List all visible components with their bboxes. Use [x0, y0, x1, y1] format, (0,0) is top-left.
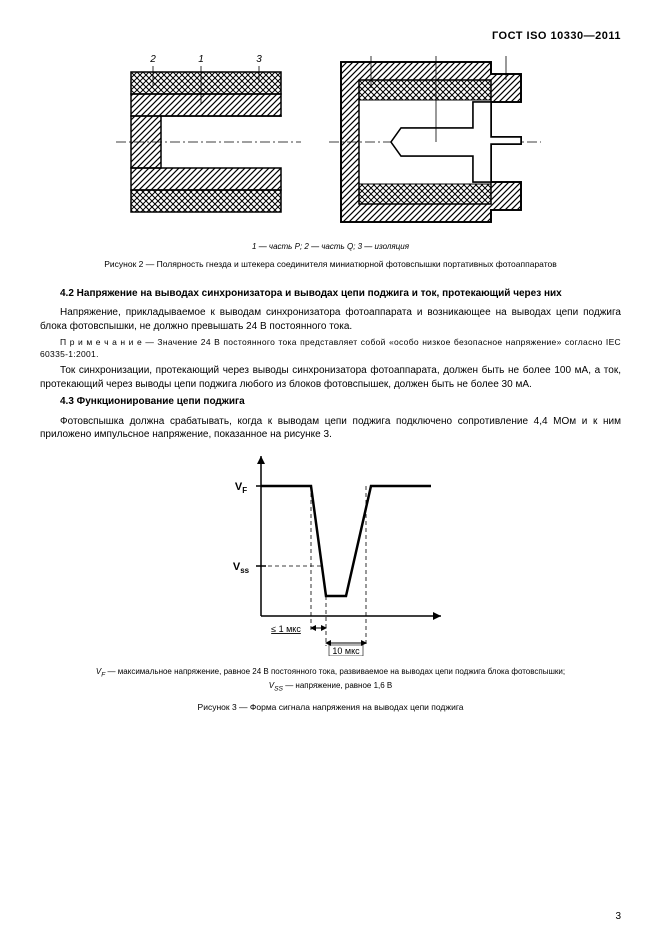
figure-3: VF Vss ≤ 1 мкс 10 мкс	[40, 446, 621, 656]
section-4-3-p1: Фотовспышка должна срабатывать, когда к …	[40, 415, 621, 442]
figure-3-caption: Рисунок 3 — Форма сигнала напряжения на …	[40, 702, 621, 714]
fig2-left-label-1: 1	[198, 54, 204, 65]
figure-2-legend: 1 — часть P; 2 — часть Q; 3 — изоляция	[40, 242, 621, 251]
figure-2-caption: Рисунок 2 — Полярность гнезда и штекера …	[40, 259, 621, 271]
fig2-right-label-1: 1	[433, 52, 439, 55]
fig3-vss-label: Vss	[232, 561, 249, 575]
section-4-3-title: 4.3 Функционирование цепи поджига	[40, 395, 621, 409]
fig2-left-label-3: 3	[256, 54, 262, 65]
figure-2: 2 1 3	[40, 52, 621, 232]
page-header: ГОСТ ISO 10330—2011	[40, 30, 621, 42]
fig2-right-label-2: 2	[367, 52, 374, 55]
fig2-left-label-2: 2	[149, 54, 156, 65]
section-4-2-p1: Напряжение, прикладываемое к выводам син…	[40, 306, 621, 333]
figure-3-vars: VF — максимальное напряжение, равное 24 …	[40, 666, 621, 694]
section-4-2-p2: Ток синхронизации, протекающий через выв…	[40, 364, 621, 391]
section-4-2-title: 4.2 Напряжение на выводах синхронизатора…	[40, 287, 621, 301]
fig2-right-label-3: 3	[503, 52, 509, 55]
fig3-t1-label: ≤ 1 мкс	[271, 624, 301, 634]
fig3-t2-label: 10 мкс	[332, 646, 360, 656]
fig3-vf-label: VF	[234, 481, 246, 495]
section-4-2-note: П р и м е ч а н и е — Значение 24 В пост…	[40, 337, 621, 360]
page-number: 3	[615, 911, 621, 922]
